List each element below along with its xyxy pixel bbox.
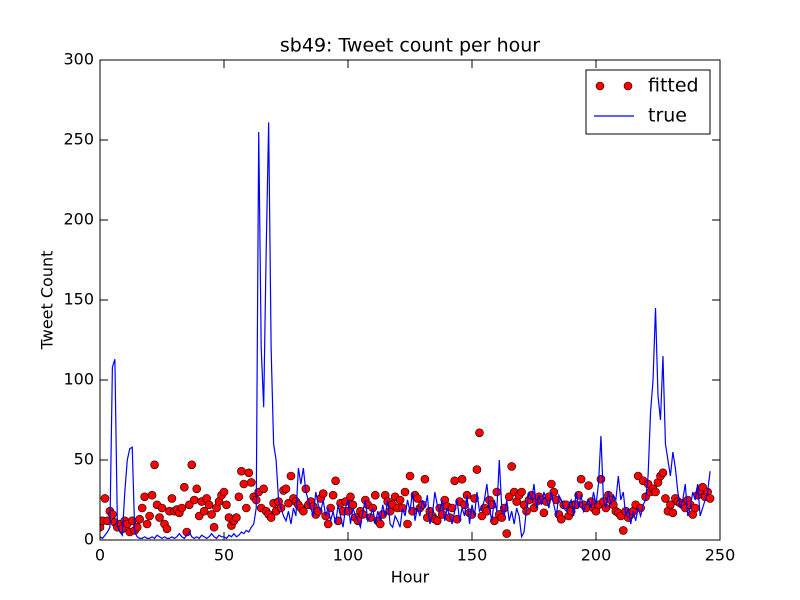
marker: [192, 484, 202, 494]
marker: [222, 500, 231, 510]
x-tick-label: 250: [705, 546, 736, 565]
marker: [299, 506, 308, 516]
marker: [331, 476, 340, 486]
marker: [348, 500, 358, 510]
marker: [403, 519, 412, 529]
marker: [472, 465, 482, 474]
x-tick-label: 100: [333, 546, 364, 565]
chart-title: sb49: Tweet count per hour: [280, 35, 540, 57]
y-tick-label: 100: [63, 370, 94, 389]
x-tick-label: 0: [95, 546, 105, 565]
marker: [405, 471, 415, 481]
marker: [323, 519, 333, 529]
marker: [100, 522, 105, 532]
marker: [447, 503, 457, 513]
marker: [705, 494, 715, 503]
marker: [328, 490, 338, 500]
marker: [140, 492, 149, 502]
marker: [142, 519, 152, 529]
marker: [207, 510, 216, 519]
axes-frame: [99, 59, 721, 541]
marker: [137, 503, 147, 513]
marker: [234, 492, 244, 502]
marker: [556, 514, 566, 524]
marker: [475, 428, 484, 438]
marker: [666, 500, 675, 510]
marker: [232, 513, 241, 522]
y-tick-label: 250: [63, 130, 94, 149]
marker: [618, 526, 628, 535]
marker: [502, 529, 512, 538]
marker: [658, 468, 668, 478]
marker: [375, 519, 385, 529]
legend-box: [585, 69, 711, 135]
marker: [281, 484, 291, 494]
marker: [187, 460, 197, 470]
marker: [346, 492, 355, 502]
marker: [547, 479, 556, 489]
x-tick-label: 50: [214, 546, 234, 565]
marker: [420, 474, 430, 484]
marker: [370, 490, 380, 500]
marker: [239, 479, 249, 489]
marker: [539, 508, 549, 518]
marker: [584, 481, 593, 490]
marker: [246, 478, 256, 487]
marker: [147, 490, 157, 500]
marker: [162, 524, 172, 534]
marker: [266, 513, 276, 522]
x-tick-label: 200: [581, 546, 612, 565]
marker: [209, 522, 219, 532]
y-tick-label: 200: [63, 210, 94, 229]
y-tick-label: 300: [63, 50, 94, 69]
line: [100, 122, 711, 540]
plot-area: [100, 122, 715, 540]
marker: [576, 474, 586, 484]
marker: [100, 494, 110, 503]
marker: [189, 495, 199, 505]
legend-marker: [623, 81, 633, 91]
y-tick-label: 50: [74, 450, 94, 469]
marker: [150, 460, 159, 470]
y-axis-label: Tweet Count: [38, 251, 57, 351]
marker: [177, 503, 187, 513]
marker: [244, 468, 254, 478]
marker: [145, 511, 154, 521]
marker: [237, 466, 246, 476]
marker: [157, 503, 167, 513]
y-tick-label: 0: [84, 530, 94, 549]
legend-label: true: [648, 105, 687, 127]
marker: [482, 506, 492, 516]
marker: [199, 506, 209, 516]
legend-marker: [595, 81, 605, 91]
x-axis-label: Hour: [391, 568, 430, 587]
marker: [661, 494, 670, 503]
marker: [517, 487, 526, 497]
y-tick-label: 150: [63, 290, 94, 309]
marker: [204, 500, 214, 510]
marker: [400, 487, 410, 497]
marker: [492, 487, 502, 497]
marker: [286, 471, 296, 481]
marker: [432, 516, 442, 526]
marker: [690, 503, 700, 513]
marker: [167, 494, 177, 503]
marker: [242, 503, 251, 513]
marker: [259, 484, 268, 494]
marker: [457, 474, 467, 484]
legend-label: fitted: [648, 75, 699, 97]
marker: [668, 508, 678, 518]
marker: [507, 462, 516, 471]
marker: [395, 495, 405, 505]
marker: [135, 514, 144, 524]
marker: [180, 482, 189, 492]
marker: [450, 476, 459, 486]
x-tick-label: 150: [457, 546, 488, 565]
marker: [318, 489, 328, 498]
marker: [219, 487, 229, 497]
marker: [155, 513, 164, 522]
marker: [651, 487, 660, 497]
